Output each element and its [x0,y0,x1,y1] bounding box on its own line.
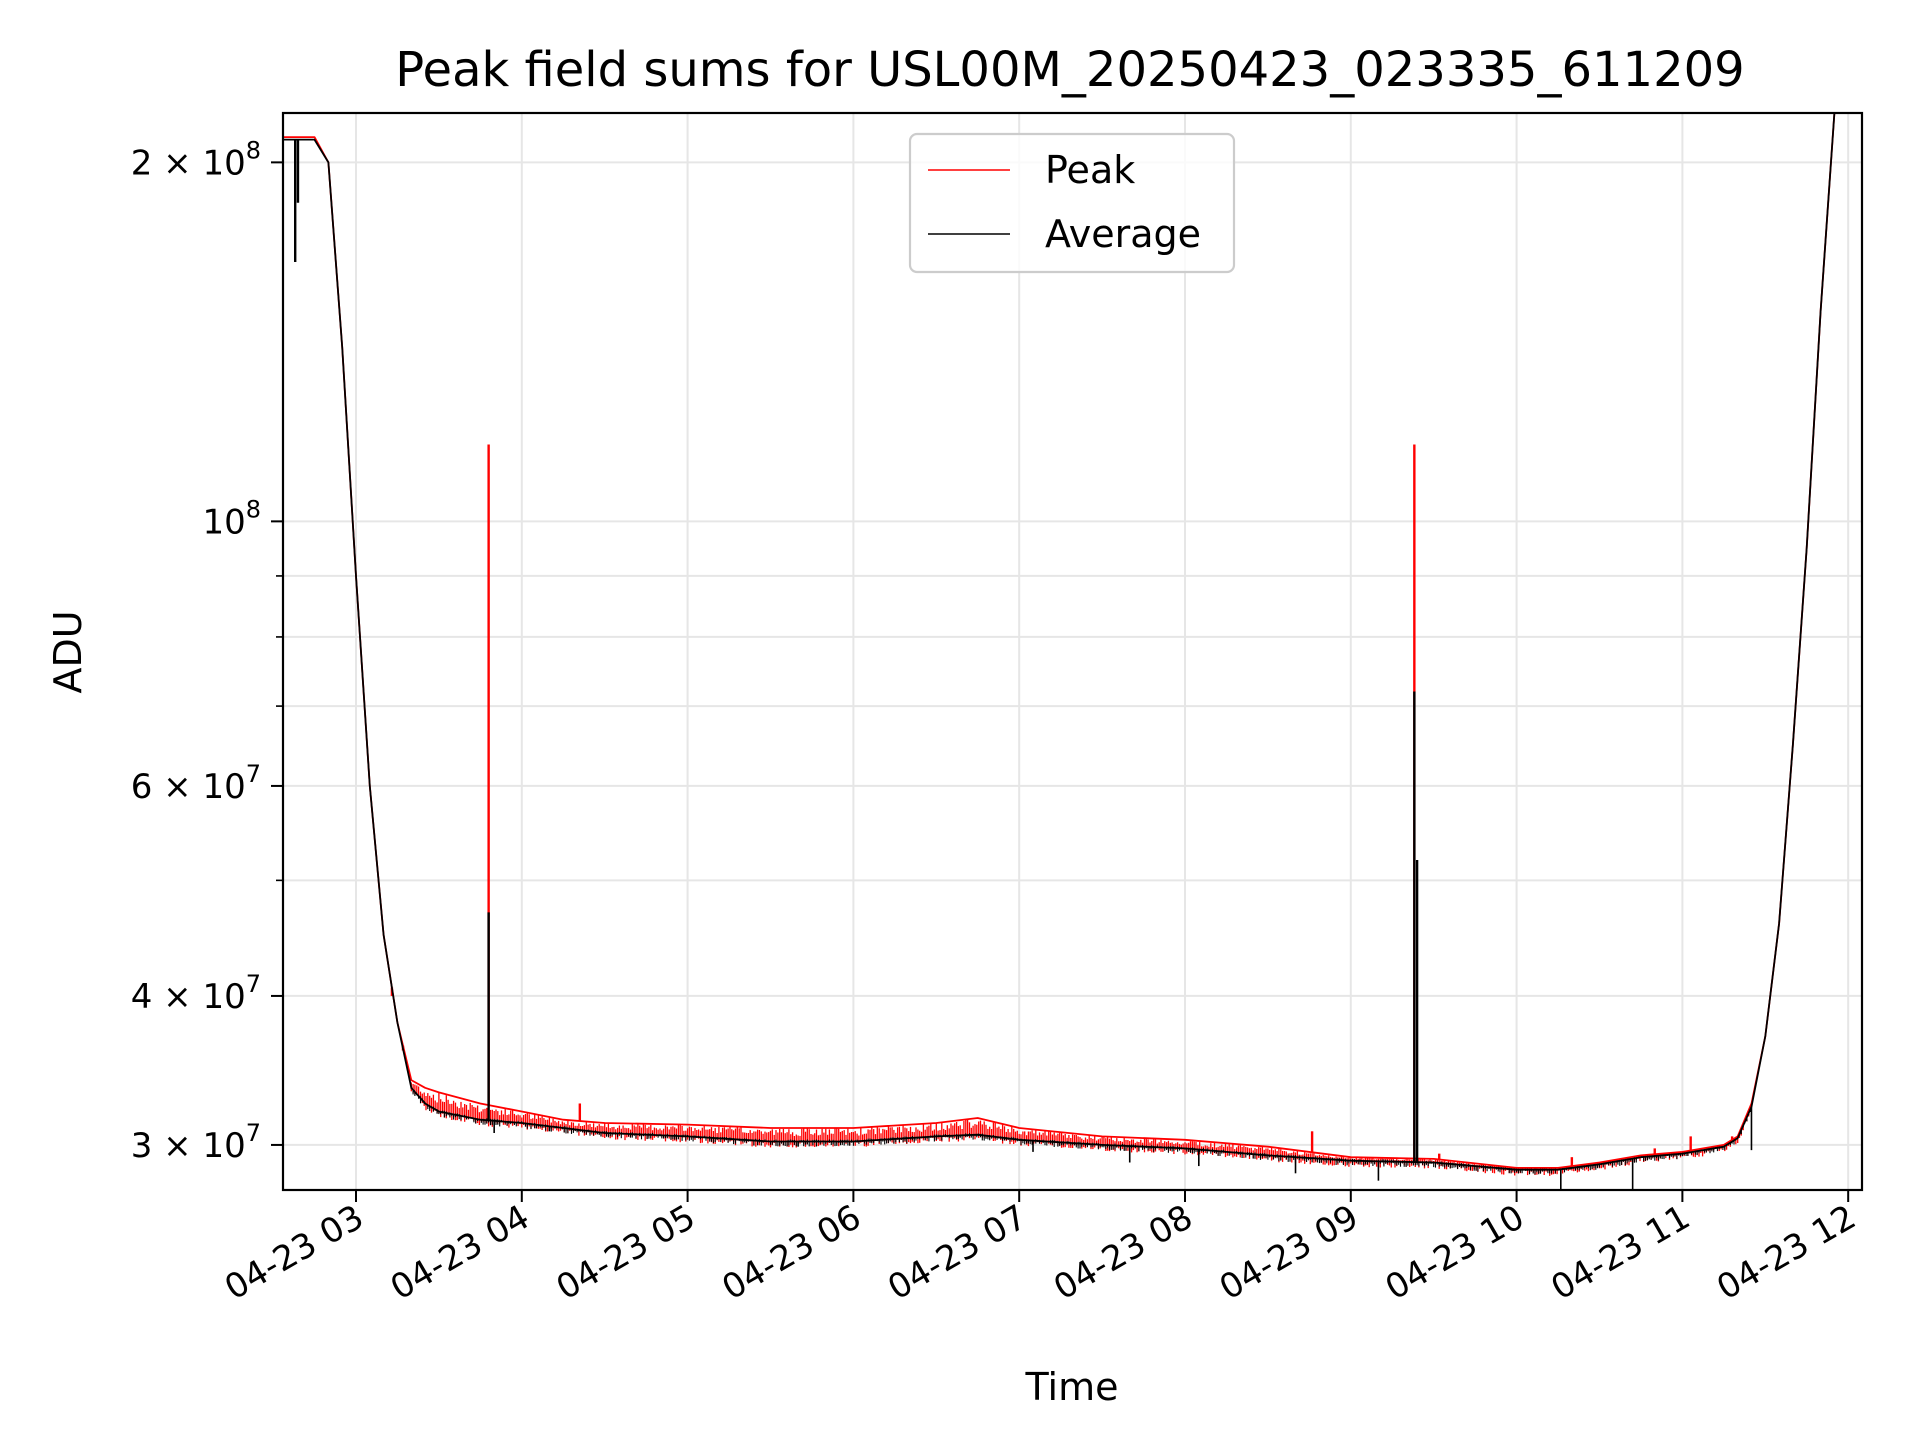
chart-title: Peak field sums for USL00M_20250423_0233… [395,42,1744,98]
y-tick-label: 4 × 107 [131,970,261,1017]
y-tick-label: 2 × 108 [131,136,261,183]
y-tick-label: 3 × 107 [131,1119,261,1166]
legend-peak-label: Peak [1045,148,1135,192]
x-axis-label: Time [1025,1365,1119,1409]
plot-frame [281,111,1864,1192]
legend-average-label: Average [1045,212,1201,256]
average-line [283,113,1836,1171]
y-axis-label: ADU [46,610,90,693]
y-tick-label: 6 × 107 [131,760,261,807]
y-axis: 3 × 107 4 × 107 6 × 107 108 2 × 108 [131,136,283,1166]
series-layer [283,113,1836,1190]
legend-box [908,132,1236,274]
legend: Peak Average [908,132,1236,274]
y-tick-label: 108 [202,495,261,542]
